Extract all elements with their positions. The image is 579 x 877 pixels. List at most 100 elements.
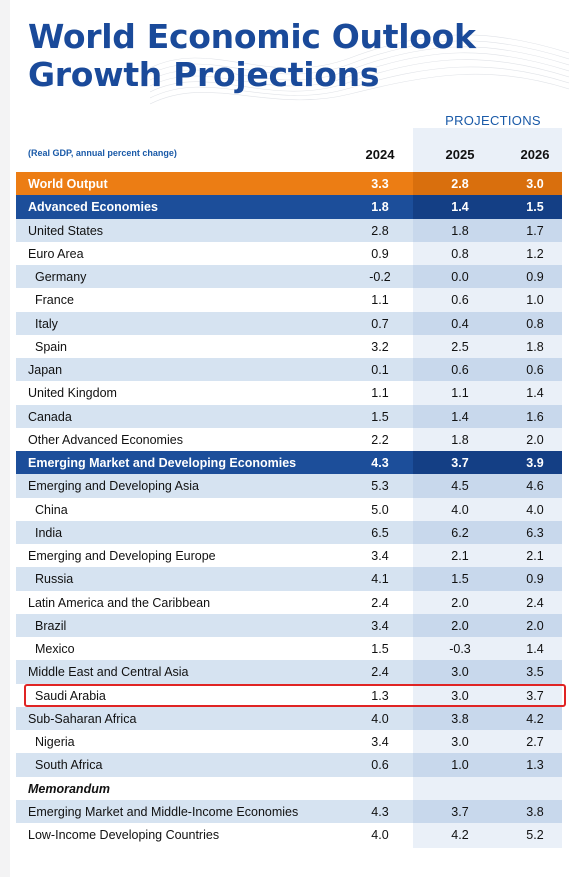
projection-cell-shade: [413, 706, 562, 730]
value-2026: 1.2: [526, 246, 544, 261]
value-2024: 3.4: [371, 735, 389, 749]
row-label: France: [35, 293, 74, 308]
value-2025: 1.4: [451, 200, 469, 215]
value-2025: 1.1: [451, 386, 469, 401]
row-label: Russia: [35, 572, 74, 587]
table-row: Canada 1.5 1.4 1.6: [16, 404, 562, 428]
row-label: Italy: [35, 316, 58, 331]
value-2026: 2.0: [526, 432, 544, 447]
units-note: (Real GDP, annual percent change): [28, 148, 177, 158]
projection-cell-shade: [413, 777, 562, 800]
value-2026: 3.5: [526, 665, 544, 680]
year-2024-header: 2024: [365, 147, 395, 162]
row-label: World Output: [28, 177, 108, 191]
projection-cell-shade: [413, 311, 562, 335]
value-2025: 1.5: [451, 572, 469, 587]
row-label: Emerging Market and Developing Economies: [28, 456, 297, 470]
table-row: Euro Area 0.9 0.8 1.2: [16, 242, 562, 265]
value-2025: 0.4: [451, 316, 469, 331]
table-row: Low-Income Developing Countries 4.0 4.2 5.2: [16, 823, 562, 846]
row-label: Emerging and Developing Asia: [28, 479, 199, 494]
value-2026: 1.5: [526, 200, 544, 215]
table-row: Germany -0.2 0.0 0.9: [16, 265, 562, 289]
value-2026: 2.4: [526, 595, 544, 610]
value-2024: 0.1: [371, 363, 389, 377]
value-2024: 5.0: [371, 502, 389, 517]
table-row: Emerging Market and Middle-Income Econom…: [16, 799, 562, 823]
projection-cell-shade: [413, 265, 562, 289]
value-2024: 2.2: [371, 432, 389, 447]
value-2025: 1.8: [451, 223, 469, 238]
value-2024: 0.6: [371, 758, 389, 773]
value-2025: 0.6: [451, 363, 469, 377]
table-row: Spain 3.2 2.5 1.8: [16, 335, 562, 358]
year-2026-header: 2026: [520, 147, 550, 162]
row-label: Low-Income Developing Countries: [28, 828, 220, 842]
projection-cell-shade: [413, 799, 562, 823]
value-2025: 0.6: [451, 293, 469, 308]
table-row: Mexico 1.5 -0.3 1.4: [16, 637, 562, 660]
value-2024: -0.2: [369, 270, 391, 284]
value-2024: 1.5: [371, 642, 389, 656]
value-2025: 2.0: [451, 595, 469, 610]
projection-cell-shade: [413, 613, 562, 637]
value-2026: 5.2: [526, 828, 544, 842]
value-2025: 2.1: [451, 549, 469, 563]
table-row: Emerging Market and Developing Economies…: [16, 451, 562, 475]
value-2025: 3.7: [451, 456, 469, 470]
value-2026: 1.7: [526, 223, 544, 238]
value-2025: 3.0: [451, 665, 469, 680]
table-row: Brazil 3.4 2.0 2.0: [16, 613, 562, 637]
row-label: Emerging and Developing Europe: [28, 549, 216, 563]
value-2025: 1.8: [451, 432, 469, 447]
value-2026: 0.9: [526, 572, 544, 587]
value-2026: 1.0: [526, 293, 544, 308]
value-2026: 0.6: [526, 363, 544, 377]
table-row: Middle East and Central Asia 2.4 3.0 3.5: [16, 660, 562, 684]
value-2024: 3.4: [371, 618, 389, 633]
table-row: United Kingdom 1.1 1.1 1.4: [16, 381, 562, 404]
value-2026: 3.9: [526, 456, 544, 470]
value-2026: 0.8: [526, 316, 544, 331]
value-2026: 2.1: [526, 549, 544, 563]
row-label: Emerging Market and Middle-Income Econom…: [28, 804, 299, 819]
value-2024: 3.3: [371, 177, 389, 191]
value-2025: 4.5: [451, 479, 469, 494]
row-label: Brazil: [35, 618, 67, 633]
value-2026: 2.7: [526, 735, 544, 749]
value-2024: 2.4: [371, 665, 389, 680]
projection-cell-shade: [413, 520, 562, 544]
value-2024: 1.8: [371, 200, 389, 215]
value-2025: 2.5: [451, 339, 469, 354]
page-title: World Economic Outlook Growth Projection…: [28, 18, 476, 94]
value-2024: 4.3: [371, 456, 389, 470]
table-row: South Africa 0.6 1.0 1.3: [16, 753, 562, 777]
value-2026: 4.0: [526, 502, 544, 517]
value-2024: 4.0: [371, 828, 389, 842]
value-2026: 2.0: [526, 618, 544, 633]
value-2024: 2.4: [371, 595, 389, 610]
projection-cell-shade: [413, 358, 562, 382]
value-2024: 0.7: [371, 316, 389, 331]
projection-cell-shade: [413, 660, 562, 684]
projection-cell-shade: [413, 451, 562, 475]
value-2024: 1.5: [371, 409, 389, 424]
value-2026: 1.4: [526, 386, 544, 401]
projection-cell-shade: [413, 218, 562, 242]
value-2026: 4.2: [526, 711, 544, 726]
projection-cell-shade: [413, 474, 562, 498]
value-2024: 4.3: [371, 804, 389, 819]
value-2025: 2.8: [451, 177, 469, 191]
value-2026: 1.4: [526, 642, 544, 656]
row-label: Euro Area: [28, 246, 84, 261]
value-2025: 4.0: [451, 502, 469, 517]
value-2024: 3.2: [371, 339, 389, 354]
row-label: Memorandum: [28, 781, 110, 796]
value-2025: 3.8: [451, 711, 469, 726]
projection-cell-shade: [413, 195, 562, 219]
table-row: United States 2.8 1.8 1.7: [16, 218, 562, 242]
value-2025: 2.0: [451, 618, 469, 633]
title-line-2: Growth Projections: [28, 55, 380, 94]
table-row: Sub-Saharan Africa 4.0 3.8 4.2: [16, 706, 562, 730]
row-label: Saudi Arabia: [35, 688, 106, 703]
